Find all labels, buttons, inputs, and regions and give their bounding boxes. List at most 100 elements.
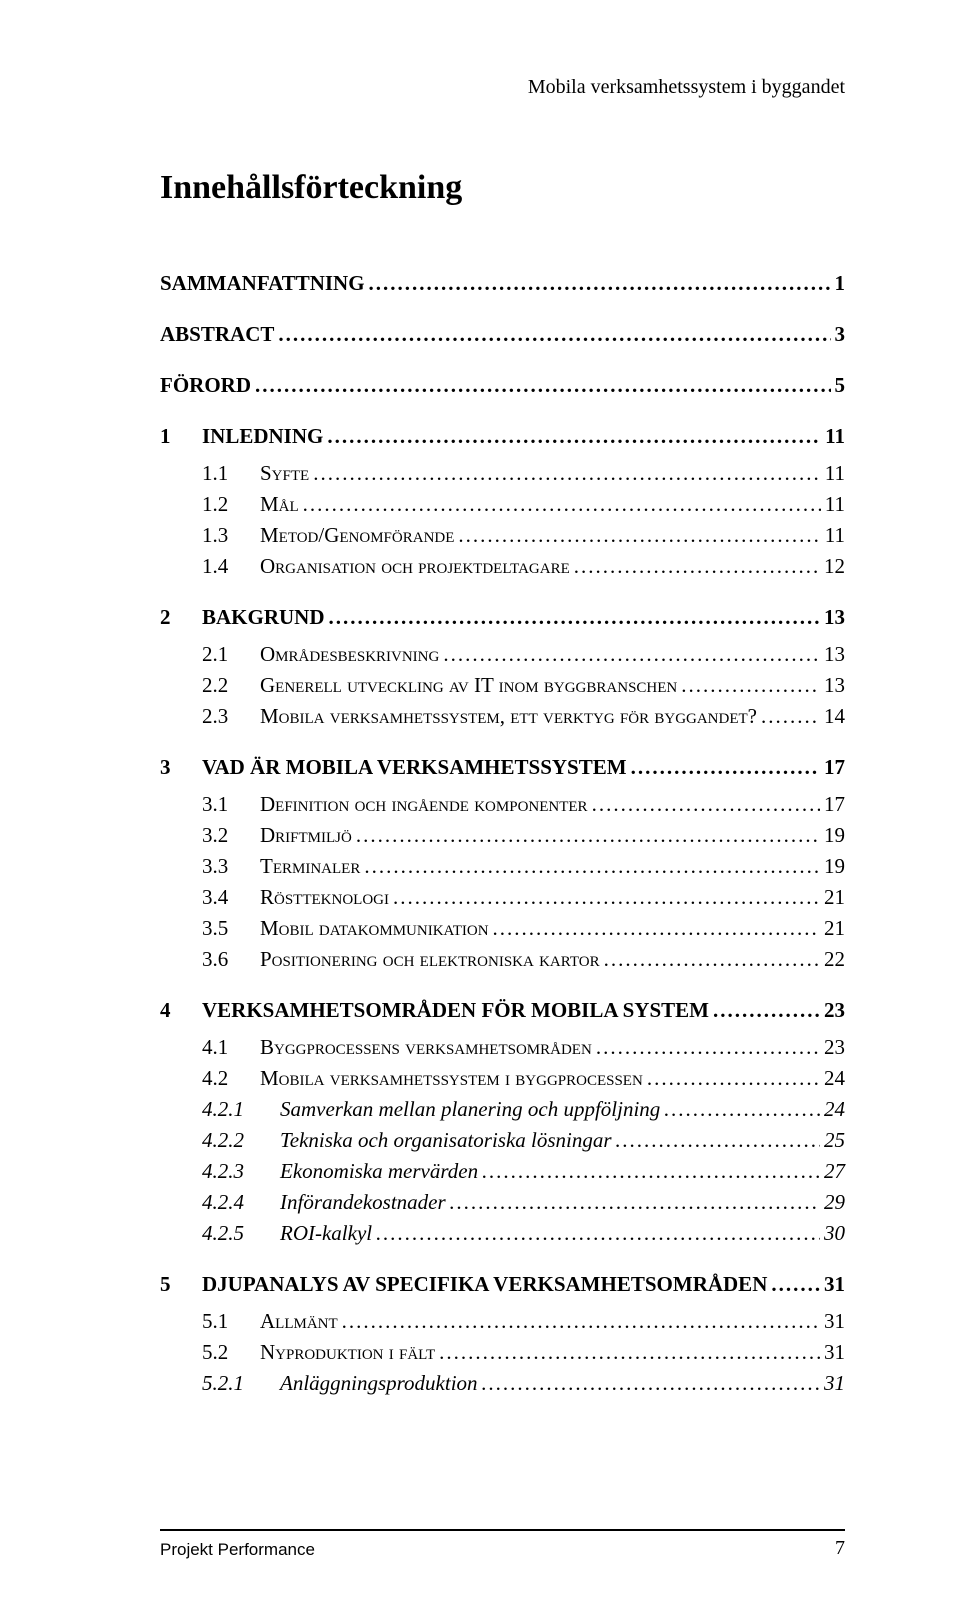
- toc-entry-label: DJUPANALYS AV SPECIFIKA VERKSAMHETSOMRÅD…: [202, 1272, 767, 1297]
- toc-entry-number: 1.2: [202, 492, 260, 517]
- toc-entry-number: 1.4: [202, 554, 260, 579]
- toc-entry-number: 3.6: [202, 947, 260, 972]
- toc-leader-dots: [439, 1340, 820, 1365]
- toc-entry: 4.2.4Införandekostnader29: [202, 1190, 845, 1215]
- toc-entry-number: 5: [160, 1272, 202, 1297]
- toc-leader-dots: [631, 755, 820, 780]
- toc-entry-label: Driftmiljö: [260, 823, 352, 848]
- toc-entry-page: 21: [824, 885, 845, 910]
- toc-entry-label: Röstteknologi: [260, 885, 389, 910]
- toc-leader-dots: [342, 1309, 820, 1334]
- toc-entry-page: 12: [824, 554, 845, 579]
- toc-entry: 1INLEDNING11: [160, 424, 845, 449]
- toc-entry-page: 24: [824, 1097, 845, 1122]
- table-of-contents: SAMMANFATTNING1ABSTRACT3FÖRORD51INLEDNIN…: [160, 245, 845, 1499]
- page: Mobila verksamhetssystem i byggandet Inn…: [0, 0, 960, 1620]
- toc-entry-page: 11: [825, 492, 845, 517]
- toc-entry-page: 11: [825, 461, 845, 486]
- toc-entry-page: 30: [824, 1221, 845, 1246]
- toc-entry: 2.3Mobila verksamhetssystem, ett verktyg…: [202, 704, 845, 729]
- toc-leader-dots: [604, 947, 820, 972]
- toc-entry: 4VERKSAMHETSOMRÅDEN FÖR MOBILA SYSTEM23: [160, 998, 845, 1023]
- toc-entry-label: ROI-kalkyl: [280, 1221, 372, 1246]
- toc-entry: 3.1Definition och ingående komponenter 17: [202, 792, 845, 817]
- toc-leader-dots: [376, 1221, 820, 1246]
- toc-entry-page: 23: [824, 1035, 845, 1060]
- toc-entry-page: 31: [824, 1371, 845, 1396]
- toc-entry-label: Generell utveckling av IT inom byggbrans…: [260, 673, 677, 698]
- toc-entry: 1.3Metod/Genomförande11: [202, 523, 845, 548]
- toc-entry: 5DJUPANALYS AV SPECIFIKA VERKSAMHETSOMRÅ…: [160, 1272, 845, 1297]
- toc-entry: 2BAKGRUND13: [160, 605, 845, 630]
- toc-entry: 2.2Generell utveckling av IT inom byggbr…: [202, 673, 845, 698]
- toc-entry-label: Definition och ingående komponenter: [260, 792, 588, 817]
- toc-entry-page: 11: [825, 424, 845, 449]
- toc-entry-page: 13: [824, 642, 845, 667]
- toc-entry-label: Terminaler: [260, 854, 360, 879]
- toc-entry-page: 21: [824, 916, 845, 941]
- toc-entry-label: Positionering och elektroniska kartor: [260, 947, 600, 972]
- toc-leader-dots: [574, 554, 820, 579]
- toc-leader-dots: [713, 998, 820, 1023]
- toc-entry-number: 2.3: [202, 704, 260, 729]
- toc-entry-page: 19: [824, 854, 845, 879]
- toc-entry: 3.6Positionering och elektroniska kartor…: [202, 947, 845, 972]
- toc-entry-label: Områdesbeskrivning: [260, 642, 439, 667]
- toc-entry: 3.4Röstteknologi 21: [202, 885, 845, 910]
- toc-entry-page: 22: [824, 947, 845, 972]
- toc-leader-dots: [616, 1128, 820, 1153]
- toc-leader-dots: [255, 373, 831, 398]
- toc-entry-label: Nyproduktion i fält: [260, 1340, 435, 1365]
- running-head: Mobila verksamhetssystem i byggandet: [160, 76, 845, 99]
- toc-entry-label: FÖRORD: [160, 373, 251, 398]
- toc-entry-number: 3.3: [202, 854, 260, 879]
- toc-entry-label: VAD ÄR MOBILA VERKSAMHETSSYSTEM: [202, 755, 627, 780]
- toc-entry-page: 5: [835, 373, 846, 398]
- toc-entry-page: 3: [835, 322, 846, 347]
- toc-entry: 5.2.1Anläggningsproduktion31: [202, 1371, 845, 1396]
- toc-leader-dots: [596, 1035, 820, 1060]
- toc-entry: 4.2Mobila verksamhetssystem i byggproces…: [202, 1066, 845, 1091]
- toc-entry: SAMMANFATTNING1: [160, 271, 845, 296]
- toc-entry: 4.1Byggprocessens verksamhetsområden 23: [202, 1035, 845, 1060]
- toc-entry-number: 4.2.3: [202, 1159, 280, 1184]
- toc-entry-number: 2.1: [202, 642, 260, 667]
- toc-entry-number: 5.2: [202, 1340, 260, 1365]
- toc-entry-label: VERKSAMHETSOMRÅDEN FÖR MOBILA SYSTEM: [202, 998, 709, 1023]
- toc-entry-label: Metod/Genomförande: [260, 523, 454, 548]
- toc-leader-dots: [458, 523, 820, 548]
- footer-left: Projekt Performance: [160, 1540, 315, 1560]
- toc-entry-page: 31: [824, 1309, 845, 1334]
- toc-leader-dots: [681, 673, 820, 698]
- toc-entry-number: 3: [160, 755, 202, 780]
- toc-entry: 2.1Områdesbeskrivning 13: [202, 642, 845, 667]
- toc-entry: 3VAD ÄR MOBILA VERKSAMHETSSYSTEM17: [160, 755, 845, 780]
- page-footer: Projekt Performance 7: [160, 1529, 845, 1560]
- toc-entry-page: 13: [824, 605, 845, 630]
- toc-entry-number: 3.4: [202, 885, 260, 910]
- footer-page-number: 7: [835, 1537, 845, 1560]
- toc-entry: FÖRORD 5: [160, 373, 845, 398]
- toc-leader-dots: [592, 792, 820, 817]
- toc-entry-label: Syfte: [260, 461, 309, 486]
- toc-entry-page: 17: [824, 792, 845, 817]
- toc-leader-dots: [369, 271, 831, 296]
- toc-entry-number: 3.1: [202, 792, 260, 817]
- toc-entry: 1.1Syfte11: [202, 461, 845, 486]
- toc-entry-number: 2: [160, 605, 202, 630]
- toc-entry: 5.1Allmänt31: [202, 1309, 845, 1334]
- toc-leader-dots: [482, 1159, 820, 1184]
- toc-entry-number: 3.5: [202, 916, 260, 941]
- toc-entry-number: 5.2.1: [202, 1371, 280, 1396]
- toc-entry-number: 4.2: [202, 1066, 260, 1091]
- toc-entry: 1.2Mål11: [202, 492, 845, 517]
- toc-entry-label: Samverkan mellan planering och uppföljni…: [280, 1097, 660, 1122]
- toc-leader-dots: [664, 1097, 820, 1122]
- toc-entry-label: Byggprocessens verksamhetsområden: [260, 1035, 592, 1060]
- toc-entry-number: 4.1: [202, 1035, 260, 1060]
- toc-entry-number: 3.2: [202, 823, 260, 848]
- toc-leader-dots: [327, 424, 821, 449]
- toc-entry-label: Allmänt: [260, 1309, 338, 1334]
- toc-entry-page: 25: [824, 1128, 845, 1153]
- toc-entry-number: 4: [160, 998, 202, 1023]
